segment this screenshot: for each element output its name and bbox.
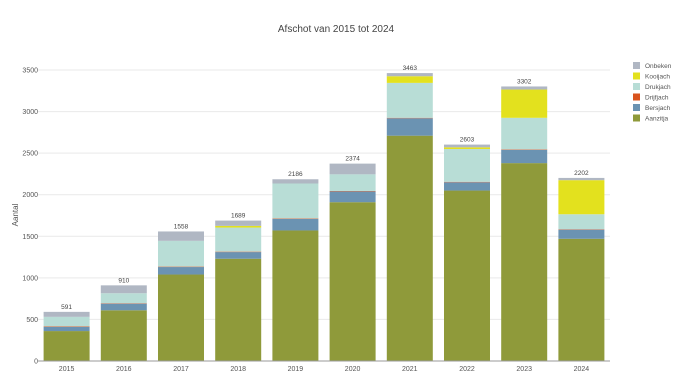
bar-segment-bersjacht-2021 [386,118,433,136]
bar-segment-aanzitjacht-2020 [329,202,376,361]
bar-segment-drukjacht-2017 [158,240,204,267]
x-tick-label: 2016 [116,366,132,373]
legend-label: Aanzitja [645,116,669,123]
bars [43,73,605,361]
bar-segment-aanzitjacht-2017 [158,274,204,361]
legend-label: Onbeken [645,63,672,70]
bar-total-label: 2603 [460,137,475,144]
y-tick-label: 2000 [22,192,38,199]
bar-segment-bersjacht-2017 [158,267,204,275]
bar-segment-kooijacht-2021 [386,76,433,83]
x-tick-label: 2018 [230,366,246,373]
bar-total-label: 2186 [288,171,303,178]
y-tick-label: 3000 [22,109,38,116]
bar-segment-kooijacht-2022 [444,147,490,149]
bar-totals: 591 910 1558 1689 2186 2374 3463 2603 3302 2202 [61,65,589,311]
bar-segment-drukjacht-2023 [501,117,548,150]
x-tick-label: 2024 [574,366,590,373]
gridlines [38,69,610,320]
y-tick-label: 1000 [22,275,38,282]
x-tick-label: 2023 [516,366,532,373]
bar-segment-bersjacht-2022 [444,182,490,191]
legend-swatch-kooijacht [633,72,640,80]
x-tick-label: 2017 [173,366,189,373]
bar-segment-drukjacht-2015 [43,316,90,327]
bar-total-label: 910 [118,277,129,284]
x-axis-ticks: 2015 2016 2017 2018 2019 2020 2021 2022 2023 2024 [59,366,589,373]
legend-label: Kooijach [645,74,670,81]
bar-segment-aanzitjacht-2019 [272,230,319,361]
y-axis-ticks: 0 500 1000 1500 2000 2500 3000 3500 [22,68,38,366]
bar-segment-bersjacht-2019 [272,218,319,231]
y-tick-label: 500 [26,317,38,324]
bar-total-label: 3463 [403,65,418,72]
x-tick-label: 2021 [402,366,418,373]
bar-total-label: 591 [61,304,72,311]
bar-segment-bersjacht-2024 [558,229,605,239]
x-tick-label: 2022 [459,366,475,373]
bar-segment-onbekend-2024 [558,177,605,181]
legend-label: Drukjach [645,84,671,91]
legend-swatch-aanzitjacht [633,114,640,122]
bar-segment-onbekend-2020 [329,163,376,175]
bar-segment-drukjacht-2019 [272,183,319,219]
chart-title: Afschot van 2015 tot 2024 [278,24,395,35]
y-axis-label: Aantal [11,203,20,226]
bar-segment-bersjacht-2023 [501,149,548,164]
bar-segment-aanzitjacht-2018 [215,258,262,361]
legend: Onbeken Kooijach Drukjach Drijfjach Bersjach… [633,62,672,123]
bar-segment-aanzitjacht-2022 [444,190,490,361]
x-tick-label: 2019 [288,366,304,373]
x-tick-label: 2020 [345,366,361,373]
legend-swatch-onbekend [633,62,640,69]
bar-segment-onbekend-2016 [100,285,147,294]
bar-segment-onbekend-2023 [501,86,548,90]
bar-segment-kooijacht-2024 [558,180,605,215]
bar-segment-bersjacht-2015 [43,326,90,332]
bar-segment-onbekend-2015 [43,311,90,317]
bar-segment-aanzitjacht-2023 [501,163,548,361]
legend-label: Drijfjach [645,95,669,102]
x-tick-label: 2015 [59,366,75,373]
bar-segment-aanzitjacht-2024 [558,238,605,361]
bar-segment-drukjacht-2018 [215,227,262,252]
bar-segment-drukjacht-2021 [386,82,433,118]
bar-total-label: 1558 [174,223,189,230]
bar-segment-bersjacht-2016 [100,303,147,311]
legend-swatch-drijfjacht [633,93,640,101]
y-tick-label: 0 [34,359,38,366]
legend-label: Bersjach [645,105,671,112]
bar-total-label: 2202 [574,170,589,177]
bar-segment-onbekend-2019 [272,179,319,184]
bar-segment-drukjacht-2024 [558,214,605,230]
bar-segment-bersjacht-2020 [329,191,376,203]
bar-segment-onbekend-2017 [158,231,204,241]
bar-segment-onbekend-2018 [215,220,262,226]
legend-swatch-bersjacht [633,104,640,111]
bar-total-label: 2374 [345,156,360,163]
bar-segment-aanzitjacht-2021 [386,135,433,361]
bar-segment-drukjacht-2022 [444,148,490,182]
bar-segment-kooijacht-2018 [215,225,262,228]
bar-segment-aanzitjacht-2015 [43,331,90,361]
bar-segment-onbekend-2022 [444,144,490,148]
legend-swatch-drukjacht [633,83,640,90]
bar-segment-aanzitjacht-2016 [100,310,147,361]
y-tick-label: 3500 [22,68,38,75]
y-tick-label: 1500 [22,234,38,241]
bar-total-label: 3302 [517,78,532,85]
bar-segment-drukjacht-2016 [100,293,147,304]
bar-segment-bersjacht-2018 [215,252,262,259]
bar-segment-kooijacht-2023 [501,89,548,118]
y-tick-label: 2500 [22,151,38,158]
bar-total-label: 1689 [231,213,246,220]
bar-segment-drukjacht-2020 [329,174,376,191]
bar-segment-onbekend-2021 [386,73,433,77]
